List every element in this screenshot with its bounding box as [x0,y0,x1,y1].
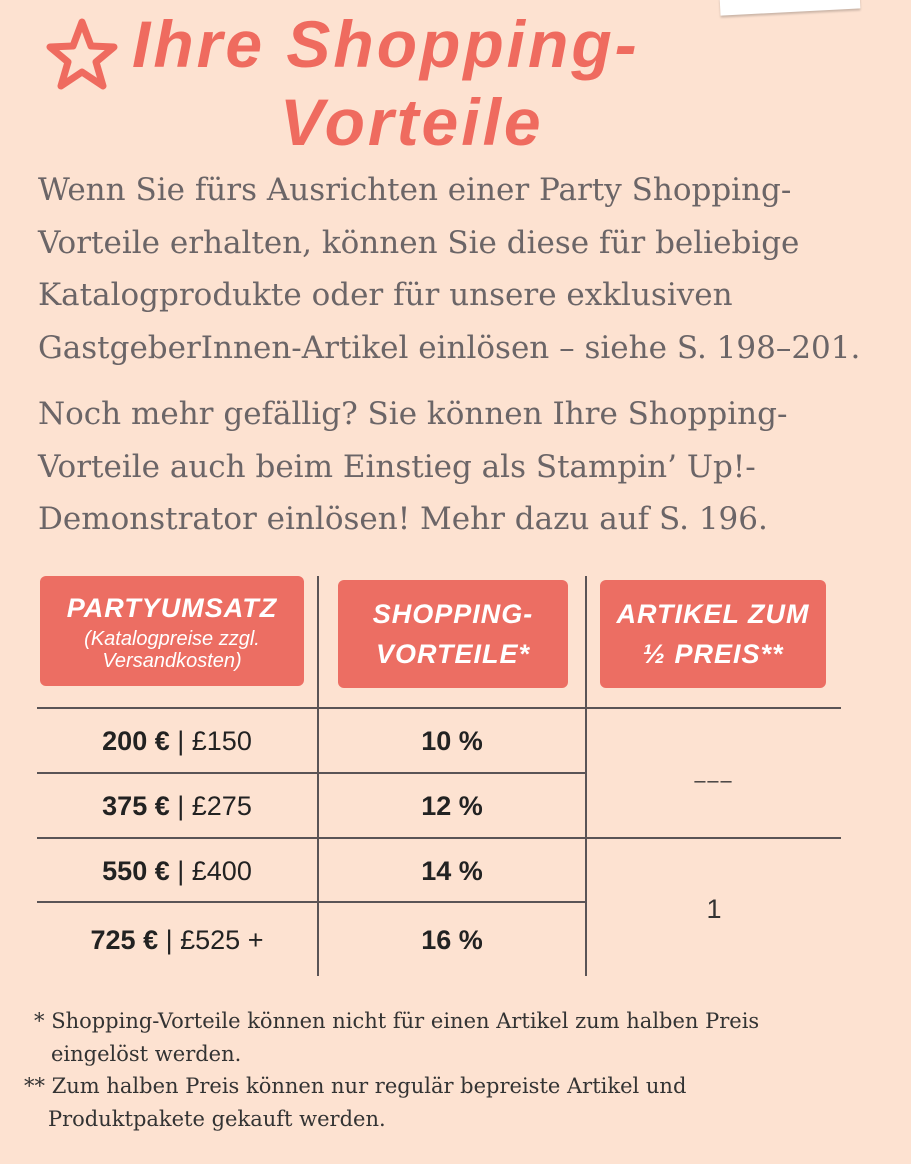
table-cell-half-price-one: 1 [706,894,722,924]
amount-eur: 375 € [102,791,170,821]
table-cell-half-price-none: ––– [694,770,734,792]
table-divider-vertical [317,576,319,976]
page-title-line-1: Ihre Shopping- [132,7,640,81]
page-title-line-2: Vorteile [280,85,544,159]
amount-eur: 725 € [90,925,159,955]
table-cell-partyumsatz: 375 € | £275 [37,791,317,822]
text-line: Vorteile auch beim Einstieg als Stampin’… [38,448,756,485]
amount-gbp: | £275 [177,791,252,821]
footnote-text: Produktpakete gekauft werden. [48,1107,386,1131]
table-divider-horizontal [37,901,586,903]
table-cell-vorteile: 14 % [319,856,585,887]
benefit-percent: 14 % [421,856,483,886]
amount-gbp: | £525 + [165,925,264,955]
header-subtitle: Versandkosten) [102,650,242,672]
amount-gbp: | £400 [177,856,252,886]
benefit-percent: 16 % [421,925,483,955]
star-icon [46,18,118,90]
header-artikel-halber-preis: Artikel zum ½ Preis** [600,580,826,688]
text-line: Noch mehr gefällig? Sie können Ihre Shop… [38,396,788,432]
table-cell-partyumsatz: 550 € | £400 [37,856,317,887]
footnote-2: ** Zum halben Preis können nur regulär b… [24,1070,686,1136]
footnote-mark: * [34,1009,45,1033]
amount-eur: 200 € [102,726,170,756]
benefit-percent: 12 % [421,791,483,821]
header-title: Artikel zum [616,599,810,629]
header-shopping-vorteile: Shopping- Vorteile* [338,580,568,688]
table-divider-horizontal [37,772,586,774]
table-divider-horizontal [37,707,841,709]
intro-paragraph-1: Wenn Sie fürs Ausrichten einer Party Sho… [38,164,898,374]
footnote-text: eingelöst werden. [51,1042,242,1066]
header-partyumsatz: Partyumsatz (Katalogpreise zzgl. Versand… [40,576,304,686]
header-subtitle: (Katalogpreise zzgl. [84,628,260,650]
header-title: Shopping- [372,599,534,629]
amount-gbp: | £150 [177,726,252,756]
footnote-mark: ** [24,1074,45,1098]
header-title: ½ Preis** [642,639,784,669]
table-cell-partyumsatz: 725 € | £525 + [37,925,317,956]
header-title: Partyumsatz [66,593,278,623]
intro-paragraph-2: Noch mehr gefällig? Sie können Ihre Shop… [38,388,898,546]
text-line: Wenn Sie fürs Ausrichten einer Party Sho… [38,172,792,208]
table-divider-horizontal [37,837,841,839]
amount-eur: 550 € [102,856,170,886]
header-title: Vorteile* [375,639,531,669]
table-divider-vertical [585,576,587,976]
table-cell-partyumsatz: 200 € | £150 [37,726,317,757]
text-line: Demonstrator einlösen! Mehr dazu auf S. … [38,501,768,537]
benefit-percent: 10 % [421,726,483,756]
text-line: Vorteile erhalten, können Sie diese für … [38,224,800,261]
table-cell-vorteile: 12 % [319,791,585,822]
title-block: Ihre Shopping- Vorteile [40,6,900,166]
footnote-text: Shopping-Vorteile können nicht für einen… [51,1009,760,1033]
text-line: GastgeberInnen-Artikel einlösen – siehe … [38,329,861,366]
footnote-1: * Shopping-Vorteile können nicht für ein… [34,1005,759,1071]
table-cell-vorteile: 10 % [319,726,585,757]
intro-text: Wenn Sie fürs Ausrichten einer Party Sho… [38,164,898,560]
text-line: Katalogprodukte oder für unsere exklusiv… [38,277,733,313]
table-cell-vorteile: 16 % [319,925,585,956]
footnote-text: Zum halben Preis können nur regulär bepr… [51,1074,687,1098]
